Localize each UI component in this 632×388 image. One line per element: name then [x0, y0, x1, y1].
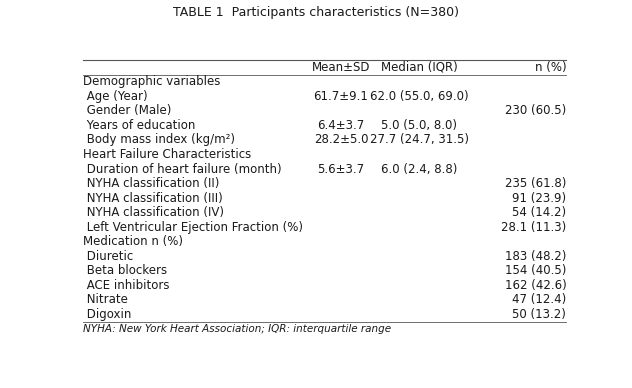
Text: Heart Failure Characteristics: Heart Failure Characteristics [83, 148, 251, 161]
Text: 61.7±9.1: 61.7±9.1 [313, 90, 368, 103]
Text: NYHA classification (IV): NYHA classification (IV) [83, 206, 224, 219]
Text: 62.0 (55.0, 69.0): 62.0 (55.0, 69.0) [370, 90, 469, 103]
Text: 154 (40.5): 154 (40.5) [505, 264, 566, 277]
Text: Years of education: Years of education [83, 119, 195, 132]
Text: 28.1 (11.3): 28.1 (11.3) [501, 221, 566, 234]
Text: 47 (12.4): 47 (12.4) [512, 293, 566, 307]
Text: 6.4±3.7: 6.4±3.7 [317, 119, 365, 132]
Text: Left Ventricular Ejection Fraction (%): Left Ventricular Ejection Fraction (%) [83, 221, 303, 234]
Text: NYHA: New York Heart Association; IQR: interquartile range: NYHA: New York Heart Association; IQR: i… [83, 324, 391, 334]
Text: 235 (61.8): 235 (61.8) [505, 177, 566, 190]
Text: 54 (14.2): 54 (14.2) [512, 206, 566, 219]
Text: Medication n (%): Medication n (%) [83, 235, 183, 248]
Text: Body mass index (kg/m²): Body mass index (kg/m²) [83, 133, 235, 146]
Text: 28.2±5.0: 28.2±5.0 [314, 133, 368, 146]
Text: 6.0 (2.4, 8.8): 6.0 (2.4, 8.8) [381, 163, 458, 175]
Text: Age (Year): Age (Year) [83, 90, 147, 103]
Text: n (%): n (%) [535, 61, 566, 74]
Text: Nitrate: Nitrate [83, 293, 128, 307]
Text: Beta blockers: Beta blockers [83, 264, 167, 277]
Text: 183 (48.2): 183 (48.2) [505, 250, 566, 263]
Text: 5.6±3.7: 5.6±3.7 [317, 163, 365, 175]
Text: Duration of heart failure (month): Duration of heart failure (month) [83, 163, 281, 175]
Text: 50 (13.2): 50 (13.2) [513, 308, 566, 321]
Text: 91 (23.9): 91 (23.9) [512, 192, 566, 204]
Text: NYHA classification (III): NYHA classification (III) [83, 192, 222, 204]
Text: 5.0 (5.0, 8.0): 5.0 (5.0, 8.0) [381, 119, 458, 132]
Text: Gender (Male): Gender (Male) [83, 104, 171, 118]
Text: Mean±SD: Mean±SD [312, 61, 370, 74]
Text: TABLE 1  Participants characteristics (N=380): TABLE 1 Participants characteristics (N=… [173, 6, 459, 19]
Text: Digoxin: Digoxin [83, 308, 131, 321]
Text: NYHA classification (II): NYHA classification (II) [83, 177, 219, 190]
Text: 230 (60.5): 230 (60.5) [505, 104, 566, 118]
Text: Median (IQR): Median (IQR) [381, 61, 458, 74]
Text: 162 (42.6): 162 (42.6) [504, 279, 566, 292]
Text: ACE inhibitors: ACE inhibitors [83, 279, 169, 292]
Text: 27.7 (24.7, 31.5): 27.7 (24.7, 31.5) [370, 133, 469, 146]
Text: Demographic variables: Demographic variables [83, 75, 221, 88]
Text: Diuretic: Diuretic [83, 250, 133, 263]
